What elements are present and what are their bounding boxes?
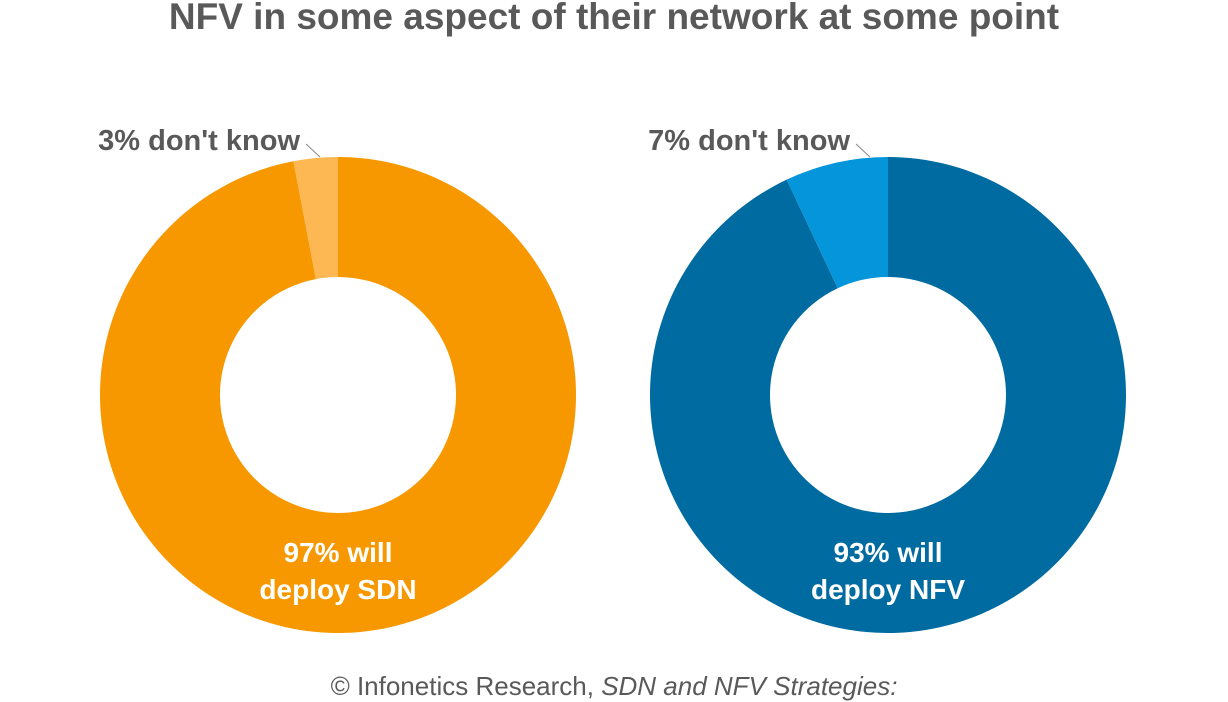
donut-slice	[650, 157, 1127, 634]
donut-slice	[100, 157, 577, 634]
slice-label: 7% don't know	[648, 125, 850, 157]
leader-line	[305, 143, 321, 158]
source-footer: © Infonetics Research, SDN and NFV Strat…	[0, 671, 1228, 702]
slice-label: deploy NFV	[811, 574, 965, 605]
slice-label: 93% will	[834, 537, 943, 568]
donut-slice	[293, 157, 338, 280]
slice-label: deploy SDN	[259, 574, 416, 605]
slice-label: 3% don't know	[98, 125, 300, 157]
slice-label: 97% will	[284, 537, 393, 568]
chart-title: NFV in some aspect of their network at s…	[168, 0, 1060, 37]
report-title: SDN and NFV Strategies:	[601, 671, 898, 701]
source-text: © Infonetics Research,	[330, 671, 602, 701]
donut-slice	[786, 157, 888, 289]
leader-line	[855, 143, 871, 158]
